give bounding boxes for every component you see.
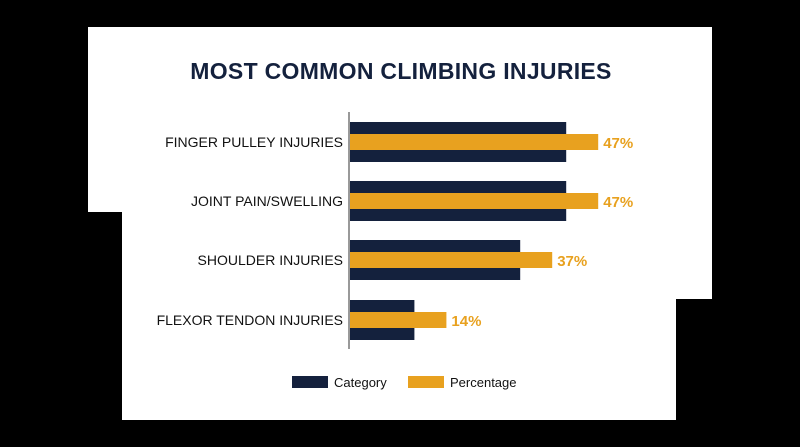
bar-percentage-1 [350, 193, 599, 209]
legend-swatch-1 [408, 376, 444, 388]
chart-title: MOST COMMON CLIMBING INJURIES [190, 58, 611, 84]
category-label-0: FINGER PULLEY INJURIES [165, 134, 343, 150]
value-label-0: 47% [603, 135, 633, 152]
legend: Category Percentage [292, 375, 517, 390]
value-label-2: 37% [557, 253, 587, 270]
legend-swatch-0 [292, 376, 328, 388]
value-label-1: 47% [603, 194, 633, 211]
category-label-3: FLEXOR TENDON INJURIES [157, 312, 343, 328]
legend-label-0: Category [334, 375, 387, 390]
bars-layer: FINGER PULLEY INJURIES 47% JOINT PAIN/SWEL… [157, 122, 633, 340]
bar-percentage-0 [350, 134, 599, 150]
category-label-1: JOINT PAIN/SWELLING [191, 193, 343, 209]
bar-percentage-2 [350, 252, 553, 268]
legend-label-1: Percentage [450, 375, 517, 390]
value-label-3: 14% [451, 313, 481, 330]
bar-percentage-3 [350, 312, 447, 328]
category-label-2: SHOULDER INJURIES [198, 252, 343, 268]
